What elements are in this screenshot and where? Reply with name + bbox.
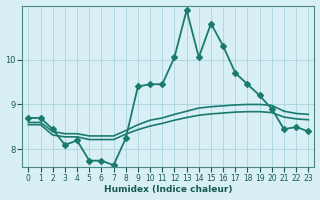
X-axis label: Humidex (Indice chaleur): Humidex (Indice chaleur) <box>104 185 233 194</box>
